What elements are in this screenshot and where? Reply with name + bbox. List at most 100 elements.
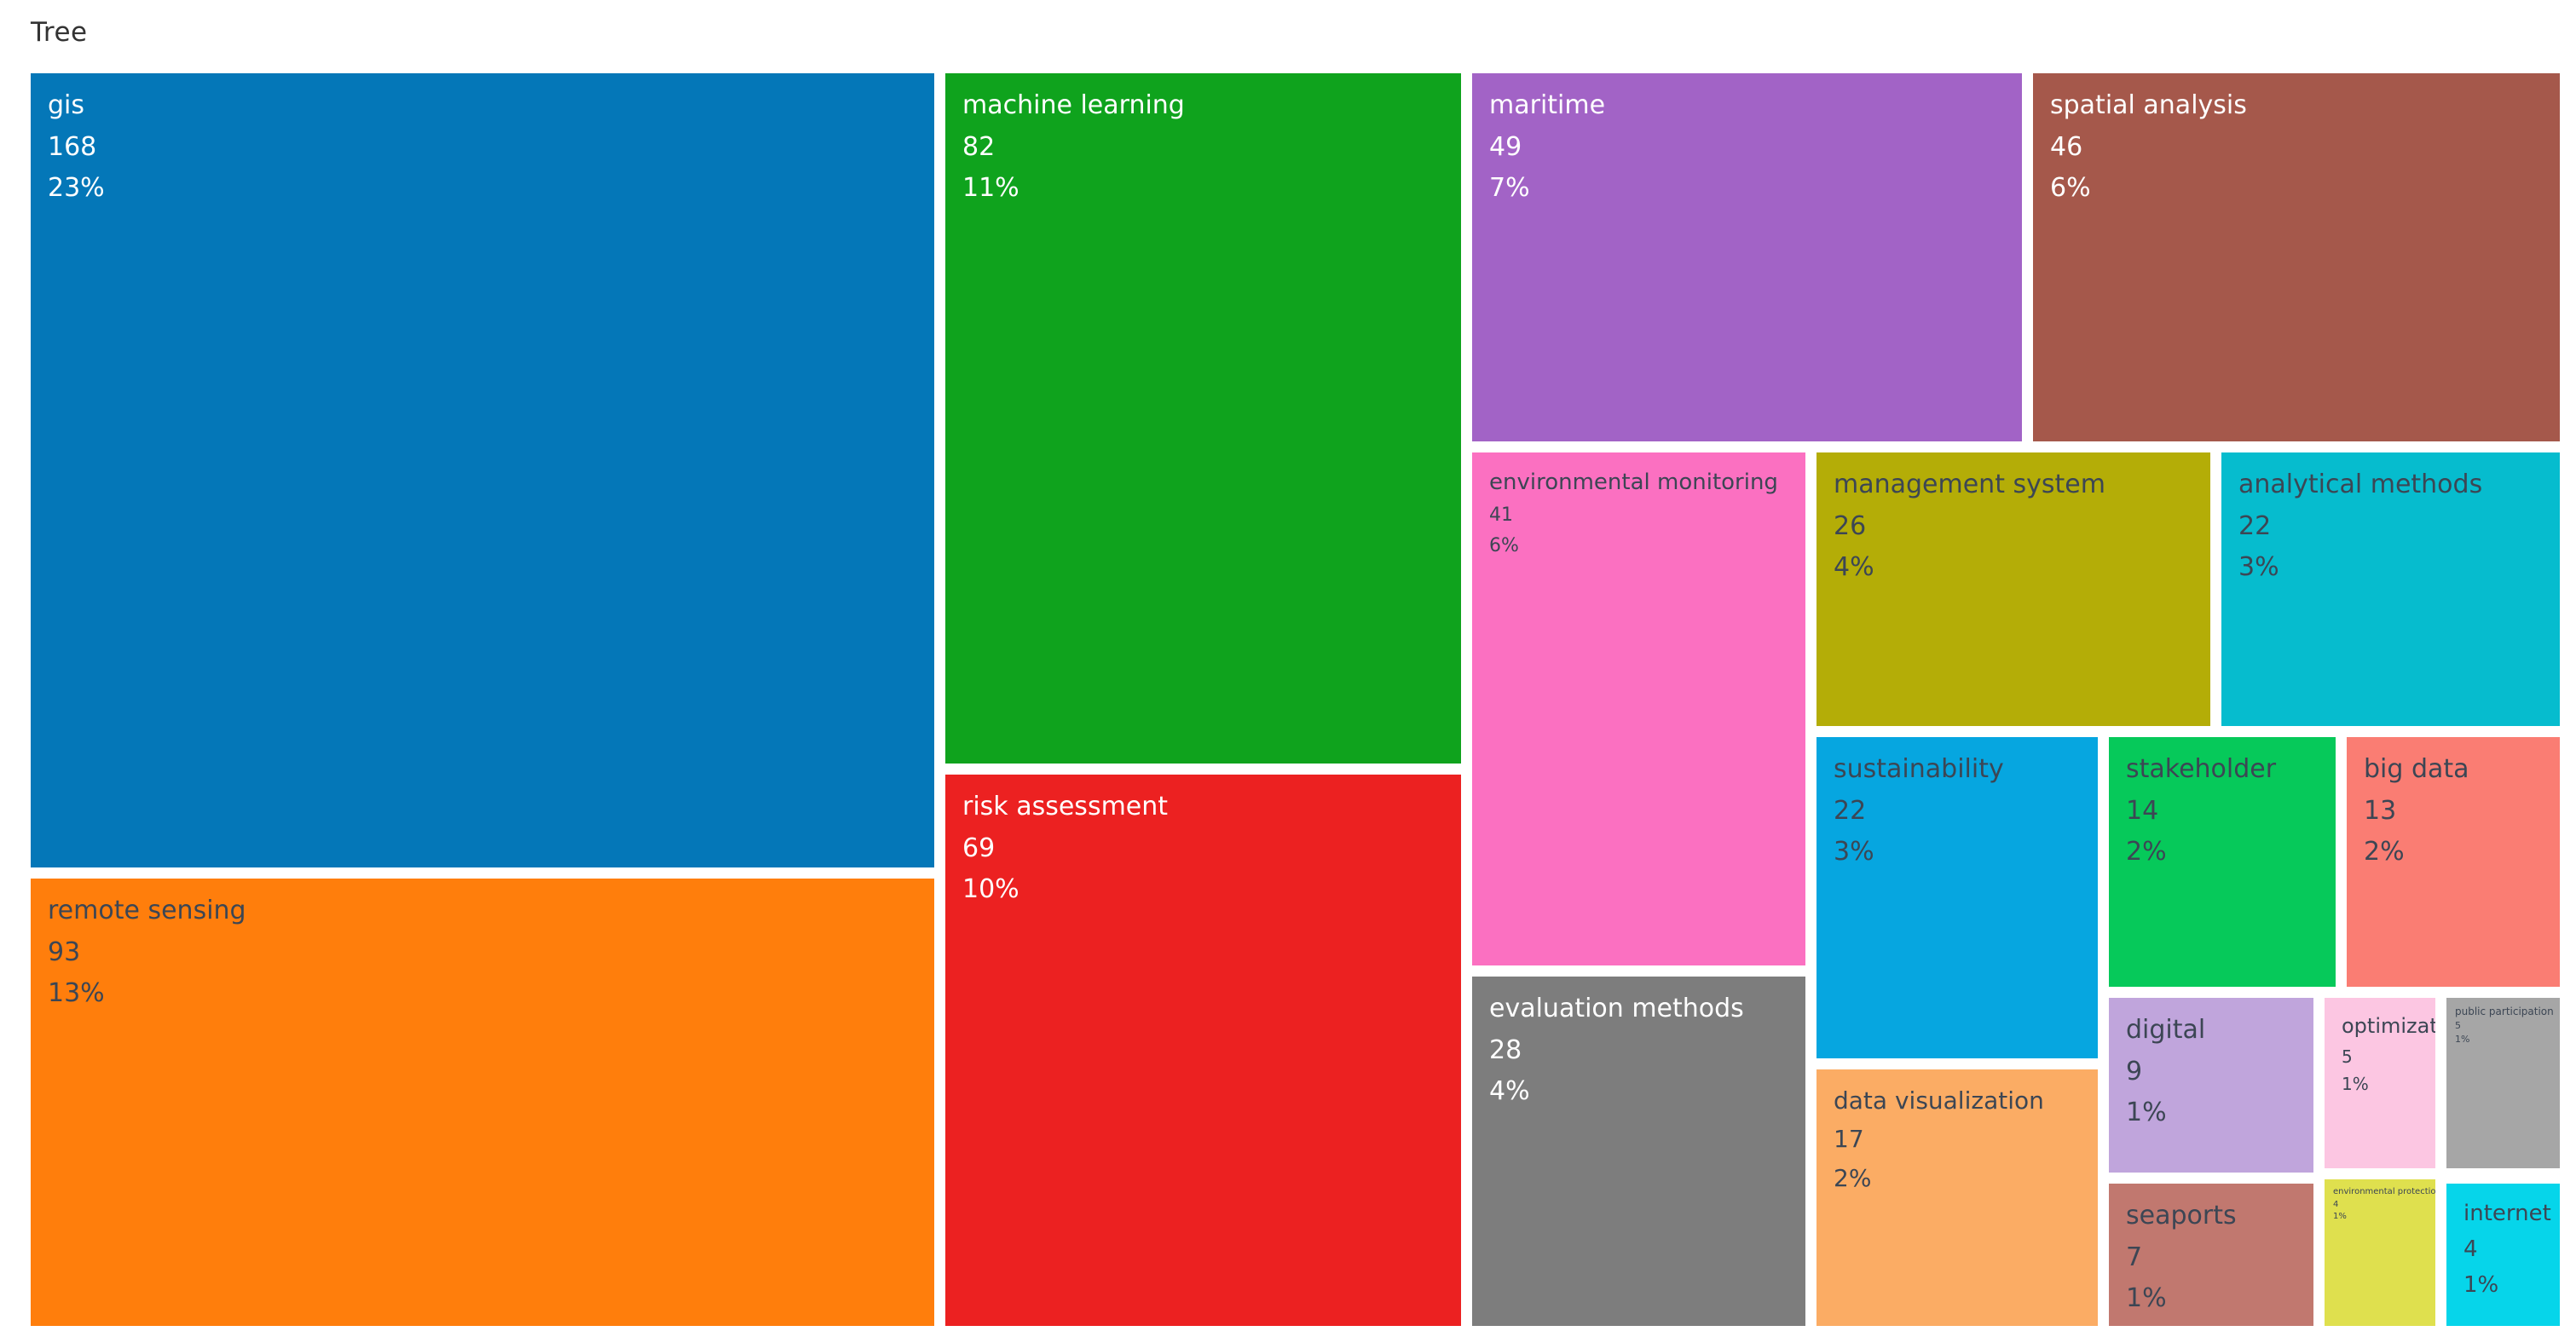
tile-percent: 2% [2364,837,2405,867]
tile-value: 14 [2126,795,2159,826]
tile-text: environmental protection 4 1% [2333,1186,2435,1224]
tile-value: 7 [2126,1242,2143,1272]
tile-text: seaports 7 1% [2126,1196,2303,1320]
tile-text: spatial analysis 46 6% [2050,85,2550,210]
treemap-tile[interactable]: evaluation methods 28 4% [1472,977,1805,1326]
tile-text: evaluation methods 28 4% [1489,988,1795,1113]
treemap-tile[interactable]: spatial analysis 46 6% [2033,73,2560,441]
tile-text: big data 13 2% [2364,749,2550,873]
tile-label: data visualization [1834,1086,2044,1115]
tile-label: public participation [2455,1006,2554,1017]
tile-label: environmental monitoring [1489,470,1778,495]
tile-percent: 3% [1834,837,1874,867]
tile-value: 13 [2364,795,2397,826]
treemap-tile[interactable]: seaports 7 1% [2109,1184,2313,1326]
tile-label: management system [1834,470,2105,499]
treemap-tile[interactable]: big data 13 2% [2347,737,2560,987]
tile-value: 5 [2455,1020,2461,1032]
tile-percent: 4% [1834,552,1874,583]
tile-text: digital 9 1% [2126,1010,2303,1134]
tile-value: 22 [2238,510,2272,541]
tile-label: remote sensing [48,896,246,925]
tile-value: 22 [1834,795,1867,826]
tile-label: optimization [2342,1014,2435,1038]
tile-text: data visualization 17 2% [1834,1081,2088,1197]
tile-value: 41 [1489,504,1513,527]
tile-percent: 2% [2126,837,2167,867]
treemap-tile[interactable]: internet 4 1% [2446,1184,2560,1326]
tile-label: seaports [2126,1201,2237,1230]
tile-text: sustainability 22 3% [1834,749,2088,873]
treemap-tile[interactable]: maritime 49 7% [1472,73,2022,441]
tile-text: machine learning 82 11% [962,85,1451,210]
tile-value: 4 [2333,1199,2339,1209]
tile-label: stakeholder [2126,754,2277,784]
tile-percent: 6% [2050,173,2091,204]
treemap-tile[interactable]: gis 168 23% [31,73,934,867]
tile-label: digital [2126,1015,2206,1045]
tile-text: internet 4 1% [2463,1196,2551,1303]
tile-text: analytical methods 22 3% [2238,464,2550,589]
tile-label: evaluation methods [1489,994,1744,1023]
tile-text: management system 26 4% [1834,464,2200,589]
tile-value: 28 [1489,1034,1522,1065]
tile-label: analytical methods [2238,470,2483,499]
treemap-tile[interactable]: sustainability 22 3% [1816,737,2098,1058]
tile-label: risk assessment [962,792,1169,821]
tile-percent: 13% [48,978,105,1009]
tile-text: maritime 49 7% [1489,85,2012,210]
treemap-tile[interactable]: machine learning 82 11% [945,73,1461,764]
tile-percent: 1% [2342,1074,2369,1095]
tile-label: sustainability [1834,754,2004,784]
tile-percent: 1% [2455,1034,2470,1046]
tile-value: 5 [2342,1046,2353,1067]
tile-percent: 10% [962,874,1019,905]
treemap-tile[interactable]: environmental protection 4 1% [2325,1179,2435,1326]
tile-label: internet [2463,1201,2551,1226]
tile-label: gis [48,90,85,120]
treemap-tile[interactable]: remote sensing 93 13% [31,879,934,1326]
tile-text: public participation 5 1% [2455,1005,2556,1046]
treemap-tile[interactable]: management system 26 4% [1816,452,2210,726]
treemap-tile[interactable]: optimization 5 1% [2325,998,2435,1168]
tile-text: environmental monitoring 41 6% [1489,464,1795,561]
tile-percent: 11% [962,173,1019,204]
tile-label: spatial analysis [2050,90,2247,120]
treemap-tile[interactable]: digital 9 1% [2109,998,2313,1173]
tile-value: 93 [48,936,81,967]
tile-percent: 1% [2333,1212,2347,1221]
tile-value: 82 [962,131,996,162]
tile-percent: 6% [1489,534,1519,556]
treemap-tile[interactable]: risk assessment 69 10% [945,775,1461,1326]
tile-text: stakeholder 14 2% [2126,749,2325,873]
treemap-tile[interactable]: environmental monitoring 41 6% [1472,452,1805,965]
tile-percent: 23% [48,173,105,204]
treemap-tile[interactable]: analytical methods 22 3% [2221,452,2560,726]
tile-value: 17 [1834,1125,1864,1154]
tile-value: 26 [1834,510,1867,541]
treemap-tile[interactable]: data visualization 17 2% [1816,1069,2098,1326]
tile-value: 69 [962,833,996,863]
tile-percent: 4% [1489,1076,1530,1107]
chart-title: Tree [31,17,88,48]
treemap-tile[interactable]: public participation 5 1% [2446,998,2560,1168]
tile-percent: 1% [2126,1283,2167,1314]
tile-percent: 1% [2126,1098,2167,1128]
tile-text: remote sensing 93 13% [48,890,924,1015]
treemap-tile[interactable]: stakeholder 14 2% [2109,737,2336,987]
tile-value: 9 [2126,1056,2143,1086]
tile-percent: 2% [1834,1163,1872,1192]
tile-text: optimization 5 1% [2342,1010,2435,1098]
tile-value: 49 [1489,131,1522,162]
tile-label: machine learning [962,90,1185,120]
tile-label: environmental protection [2333,1187,2435,1196]
tile-text: risk assessment 69 10% [962,787,1451,911]
tile-percent: 3% [2238,552,2279,583]
tile-label: maritime [1489,90,1606,120]
tile-value: 168 [48,131,97,162]
tile-label: big data [2364,754,2469,784]
tile-text: gis 168 23% [48,85,924,210]
tile-percent: 7% [1489,173,1530,204]
tile-value: 4 [2463,1236,2478,1263]
